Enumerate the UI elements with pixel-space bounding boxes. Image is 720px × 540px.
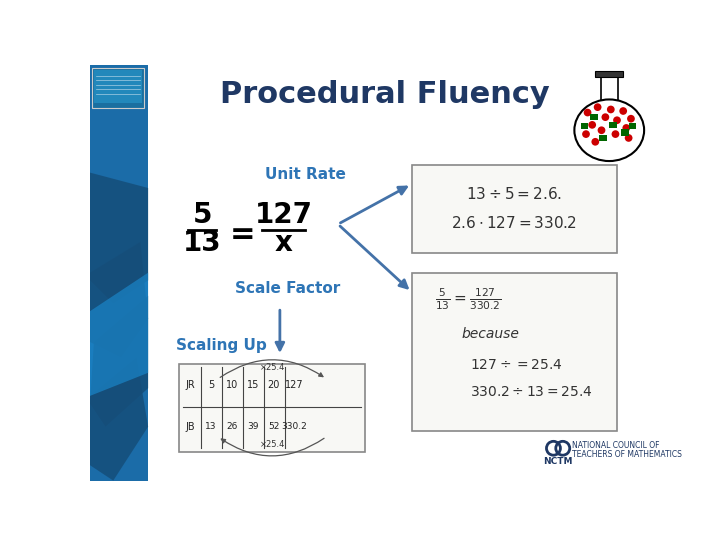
Text: 127: 127 <box>285 380 304 390</box>
Circle shape <box>591 138 599 146</box>
Text: 5: 5 <box>193 201 212 229</box>
Polygon shape <box>90 357 148 481</box>
Polygon shape <box>90 242 148 357</box>
Text: Procedural Fluency: Procedural Fluency <box>220 79 549 109</box>
Circle shape <box>625 134 632 142</box>
Circle shape <box>622 124 630 132</box>
Text: 13: 13 <box>183 230 222 258</box>
Bar <box>179 363 365 452</box>
Text: 15: 15 <box>246 380 259 390</box>
Circle shape <box>619 107 627 115</box>
Polygon shape <box>90 296 148 427</box>
Bar <box>600 76 618 105</box>
Circle shape <box>613 117 621 124</box>
Bar <box>590 114 598 120</box>
Bar <box>94 70 142 103</box>
Circle shape <box>627 115 635 123</box>
Circle shape <box>611 130 619 138</box>
Text: Unit Rate: Unit Rate <box>265 167 346 181</box>
Circle shape <box>594 103 601 111</box>
Bar <box>412 165 617 253</box>
Circle shape <box>584 109 591 117</box>
Circle shape <box>582 130 590 138</box>
Circle shape <box>607 106 615 113</box>
Text: 39: 39 <box>247 422 258 431</box>
Bar <box>621 130 629 136</box>
Bar <box>595 71 624 77</box>
Text: 20: 20 <box>268 380 280 390</box>
Bar <box>609 122 617 128</box>
Text: x: x <box>275 230 293 258</box>
Text: TEACHERS OF MATHEMATICS: TEACHERS OF MATHEMATICS <box>572 450 682 459</box>
Polygon shape <box>90 273 148 396</box>
Text: =: = <box>230 220 256 249</box>
Text: 10: 10 <box>225 380 238 390</box>
Text: 5: 5 <box>208 380 214 390</box>
Text: ×25.4: ×25.4 <box>259 363 285 372</box>
Bar <box>629 123 636 130</box>
Bar <box>90 65 148 481</box>
Text: JR: JR <box>185 380 195 390</box>
Text: $330.2 \div 13 = 25.4$: $330.2 \div 13 = 25.4$ <box>469 385 593 399</box>
Text: 127: 127 <box>255 201 312 229</box>
Text: $2.6 \cdot 127 = 330.2$: $2.6 \cdot 127 = 330.2$ <box>451 214 577 231</box>
Text: 330.2: 330.2 <box>282 422 307 431</box>
Text: $\frac{5}{13} = \frac{127}{330.2}$: $\frac{5}{13} = \frac{127}{330.2}$ <box>435 287 501 313</box>
Text: Scale Factor: Scale Factor <box>235 281 341 295</box>
Circle shape <box>588 121 596 129</box>
Polygon shape <box>90 173 148 303</box>
Bar <box>91 68 144 108</box>
Text: 13: 13 <box>205 422 217 431</box>
Text: 26: 26 <box>226 422 238 431</box>
Text: NCTM: NCTM <box>544 457 573 466</box>
Text: JB: JB <box>185 422 195 431</box>
Ellipse shape <box>575 99 644 161</box>
Bar <box>580 123 588 130</box>
Text: 52: 52 <box>268 422 279 431</box>
Bar <box>599 135 607 141</box>
Text: $13 \div 5 = 2.6.$: $13 \div 5 = 2.6.$ <box>466 186 562 202</box>
Text: Scaling Up: Scaling Up <box>176 339 267 353</box>
Text: because: because <box>462 327 520 341</box>
Circle shape <box>601 113 609 121</box>
Bar <box>412 273 617 430</box>
Text: $127 \div = 25.4$: $127 \div = 25.4$ <box>469 358 562 372</box>
Text: NATIONAL COUNCIL OF: NATIONAL COUNCIL OF <box>572 441 660 450</box>
Circle shape <box>598 126 606 134</box>
Text: ×25.4: ×25.4 <box>259 440 285 449</box>
